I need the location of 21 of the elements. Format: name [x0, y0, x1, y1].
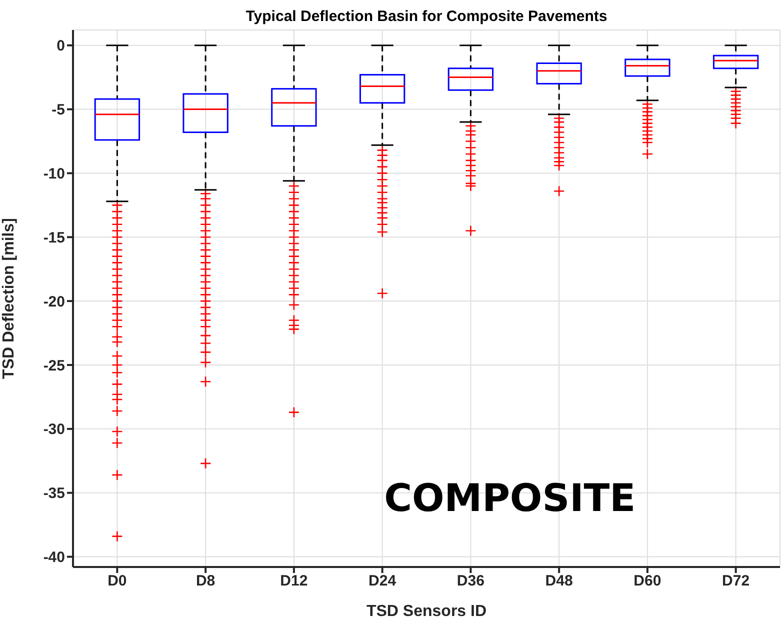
x-tick-label: D8 [196, 572, 216, 590]
y-tick-label: -15 [43, 229, 65, 246]
x-tick-label: D72 [722, 572, 750, 590]
y-axis-title: TSD Deflection [mils] [0, 218, 18, 379]
x-tick-label: D0 [108, 572, 127, 590]
y-tick-label: -20 [43, 293, 65, 310]
x-tick-label: D12 [280, 572, 308, 590]
x-tick-label: D48 [545, 572, 573, 590]
annotation: COMPOSITE [384, 476, 636, 520]
y-tick-label: -25 [43, 357, 65, 374]
x-tick-label: D60 [634, 572, 662, 590]
x-axis-title: TSD Sensors ID [366, 603, 487, 620]
x-tick-label: D24 [368, 572, 397, 590]
y-tick-label: 0 [56, 38, 65, 55]
y-tick-label: -35 [43, 485, 65, 502]
y-tick-label: -10 [43, 166, 65, 183]
x-tick-label: D36 [456, 572, 484, 590]
y-tick-label: -40 [43, 549, 65, 566]
y-tick-label: -30 [43, 421, 65, 438]
y-tick-label: -5 [52, 102, 65, 119]
chart-title: Typical Deflection Basin for Composite Pavements [244, 8, 608, 25]
